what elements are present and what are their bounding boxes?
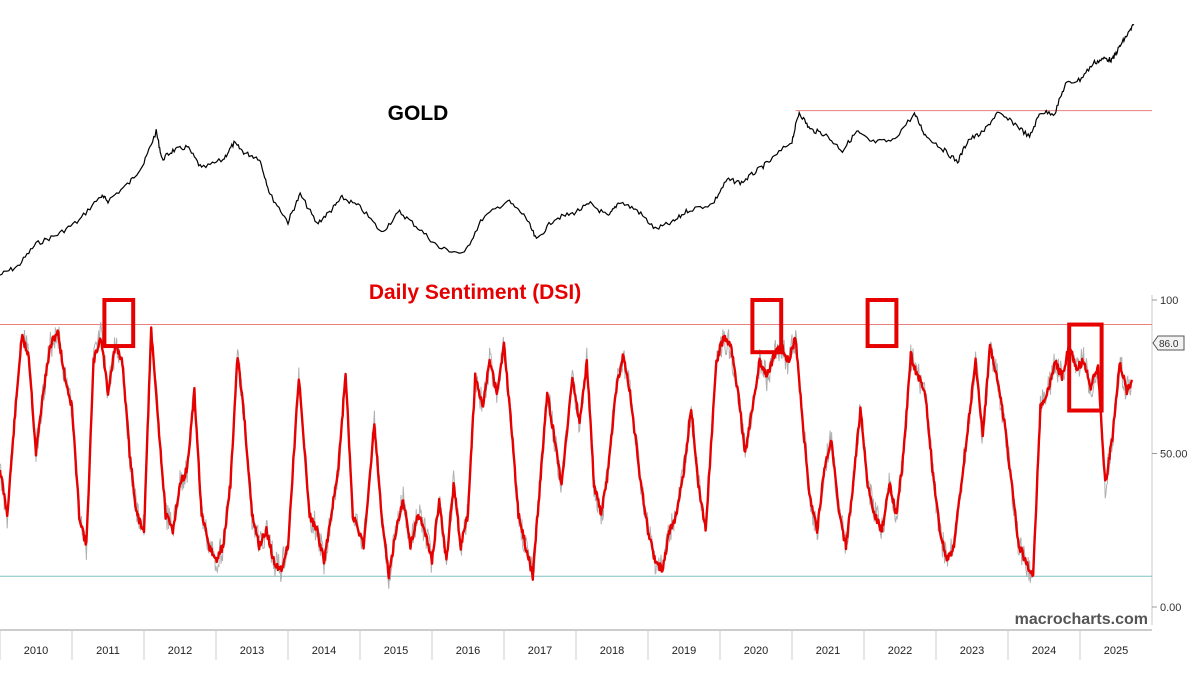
x-tick-label: 2020 — [744, 645, 768, 657]
dsi-y-axis: 100 50.00 0.00 — [1152, 295, 1188, 614]
x-tick-label: 2015 — [384, 645, 408, 657]
y-tick-label: 50.00 — [1160, 449, 1188, 461]
watermark: macrocharts.com — [1015, 611, 1148, 628]
x-tick-label: 2025 — [1104, 645, 1128, 657]
last-value-badge — [1152, 335, 1185, 351]
x-tick-label: 2019 — [672, 645, 696, 657]
x-tick-label: 2013 — [240, 645, 264, 657]
highlight-box — [865, 298, 899, 349]
last-value-marker: 86.0 — [1152, 335, 1185, 351]
x-tick-label: 2014 — [312, 645, 336, 657]
highlight-box — [102, 298, 136, 349]
x-tick-label: 2022 — [888, 645, 912, 657]
x-tick-label: 2012 — [168, 645, 192, 657]
y-tick-label: 0.00 — [1160, 602, 1181, 614]
dsi-panel-title: Daily Sentiment (DSI) — [369, 281, 581, 304]
gold-price-line — [0, 23, 1135, 276]
x-tick-label: 2011 — [96, 645, 120, 657]
highlight-boxes — [102, 298, 1104, 413]
x-tick-label: 2024 — [1032, 645, 1056, 657]
x-tick-label: 2010 — [24, 645, 48, 657]
highlight-box — [750, 298, 784, 355]
dsi-panel: Daily Sentiment (DSI) 100 50.00 0.00 86.0 — [0, 281, 1188, 625]
x-axis: 2010 2011 2012 2013 2014 2015 2016 2017 2018 2019… — [0, 629, 1152, 660]
x-tick-label: 2016 — [456, 645, 480, 657]
x-tick-label: 2018 — [600, 645, 624, 657]
y-tick-label: 100 — [1160, 295, 1178, 307]
gold-panel-title: GOLD — [388, 102, 449, 125]
x-tick-label: 2023 — [960, 645, 984, 657]
last-value-label: 86.0 — [1159, 339, 1179, 350]
dsi-smoothed-line — [0, 326, 1133, 581]
gold-panel: GOLD — [0, 23, 1152, 276]
x-tick-label: 2017 — [528, 645, 552, 657]
highlight-box — [1067, 322, 1104, 413]
x-tick-label: 2021 — [816, 645, 840, 657]
